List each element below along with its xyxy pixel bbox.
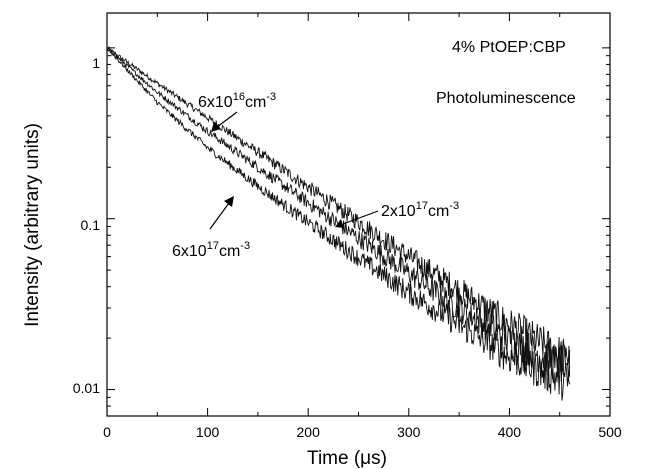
method-annotation: Photoluminescence [436,90,576,107]
y-tick-label: 0.1 [81,217,101,233]
x-axis-title: Time (μs) [307,448,387,469]
series-label-6e17: 6x1017cm-3 [172,240,250,260]
axis-ticks [106,13,611,417]
y-tick-label: 0.01 [73,380,100,396]
series-line-0 [106,46,571,377]
x-tick-label: 100 [196,424,220,440]
x-tick-labels: 0 100 200 300 400 500 [103,424,622,440]
x-tick-label: 500 [598,424,622,440]
arrow-6e16 [211,111,238,132]
x-tick-label: 400 [498,424,522,440]
y-axis-title: Intensity (arbitrary units) [22,123,43,327]
arrow-6e17 [209,196,234,230]
sample-annotation: 4% PtOEP:CBP [452,39,566,56]
series-label-2e17: 2x1017cm-3 [381,200,459,220]
y-tick-labels: 0.01 0.1 1 [73,55,100,396]
series-label-6e16: 6x1016cm-3 [198,91,276,111]
x-tick-label: 300 [397,424,421,440]
y-tick-label: 1 [92,55,100,71]
arrow-2e17 [335,210,379,228]
x-tick-label: 0 [103,424,111,440]
series-line-2 [106,47,571,401]
x-tick-label: 200 [297,424,321,440]
